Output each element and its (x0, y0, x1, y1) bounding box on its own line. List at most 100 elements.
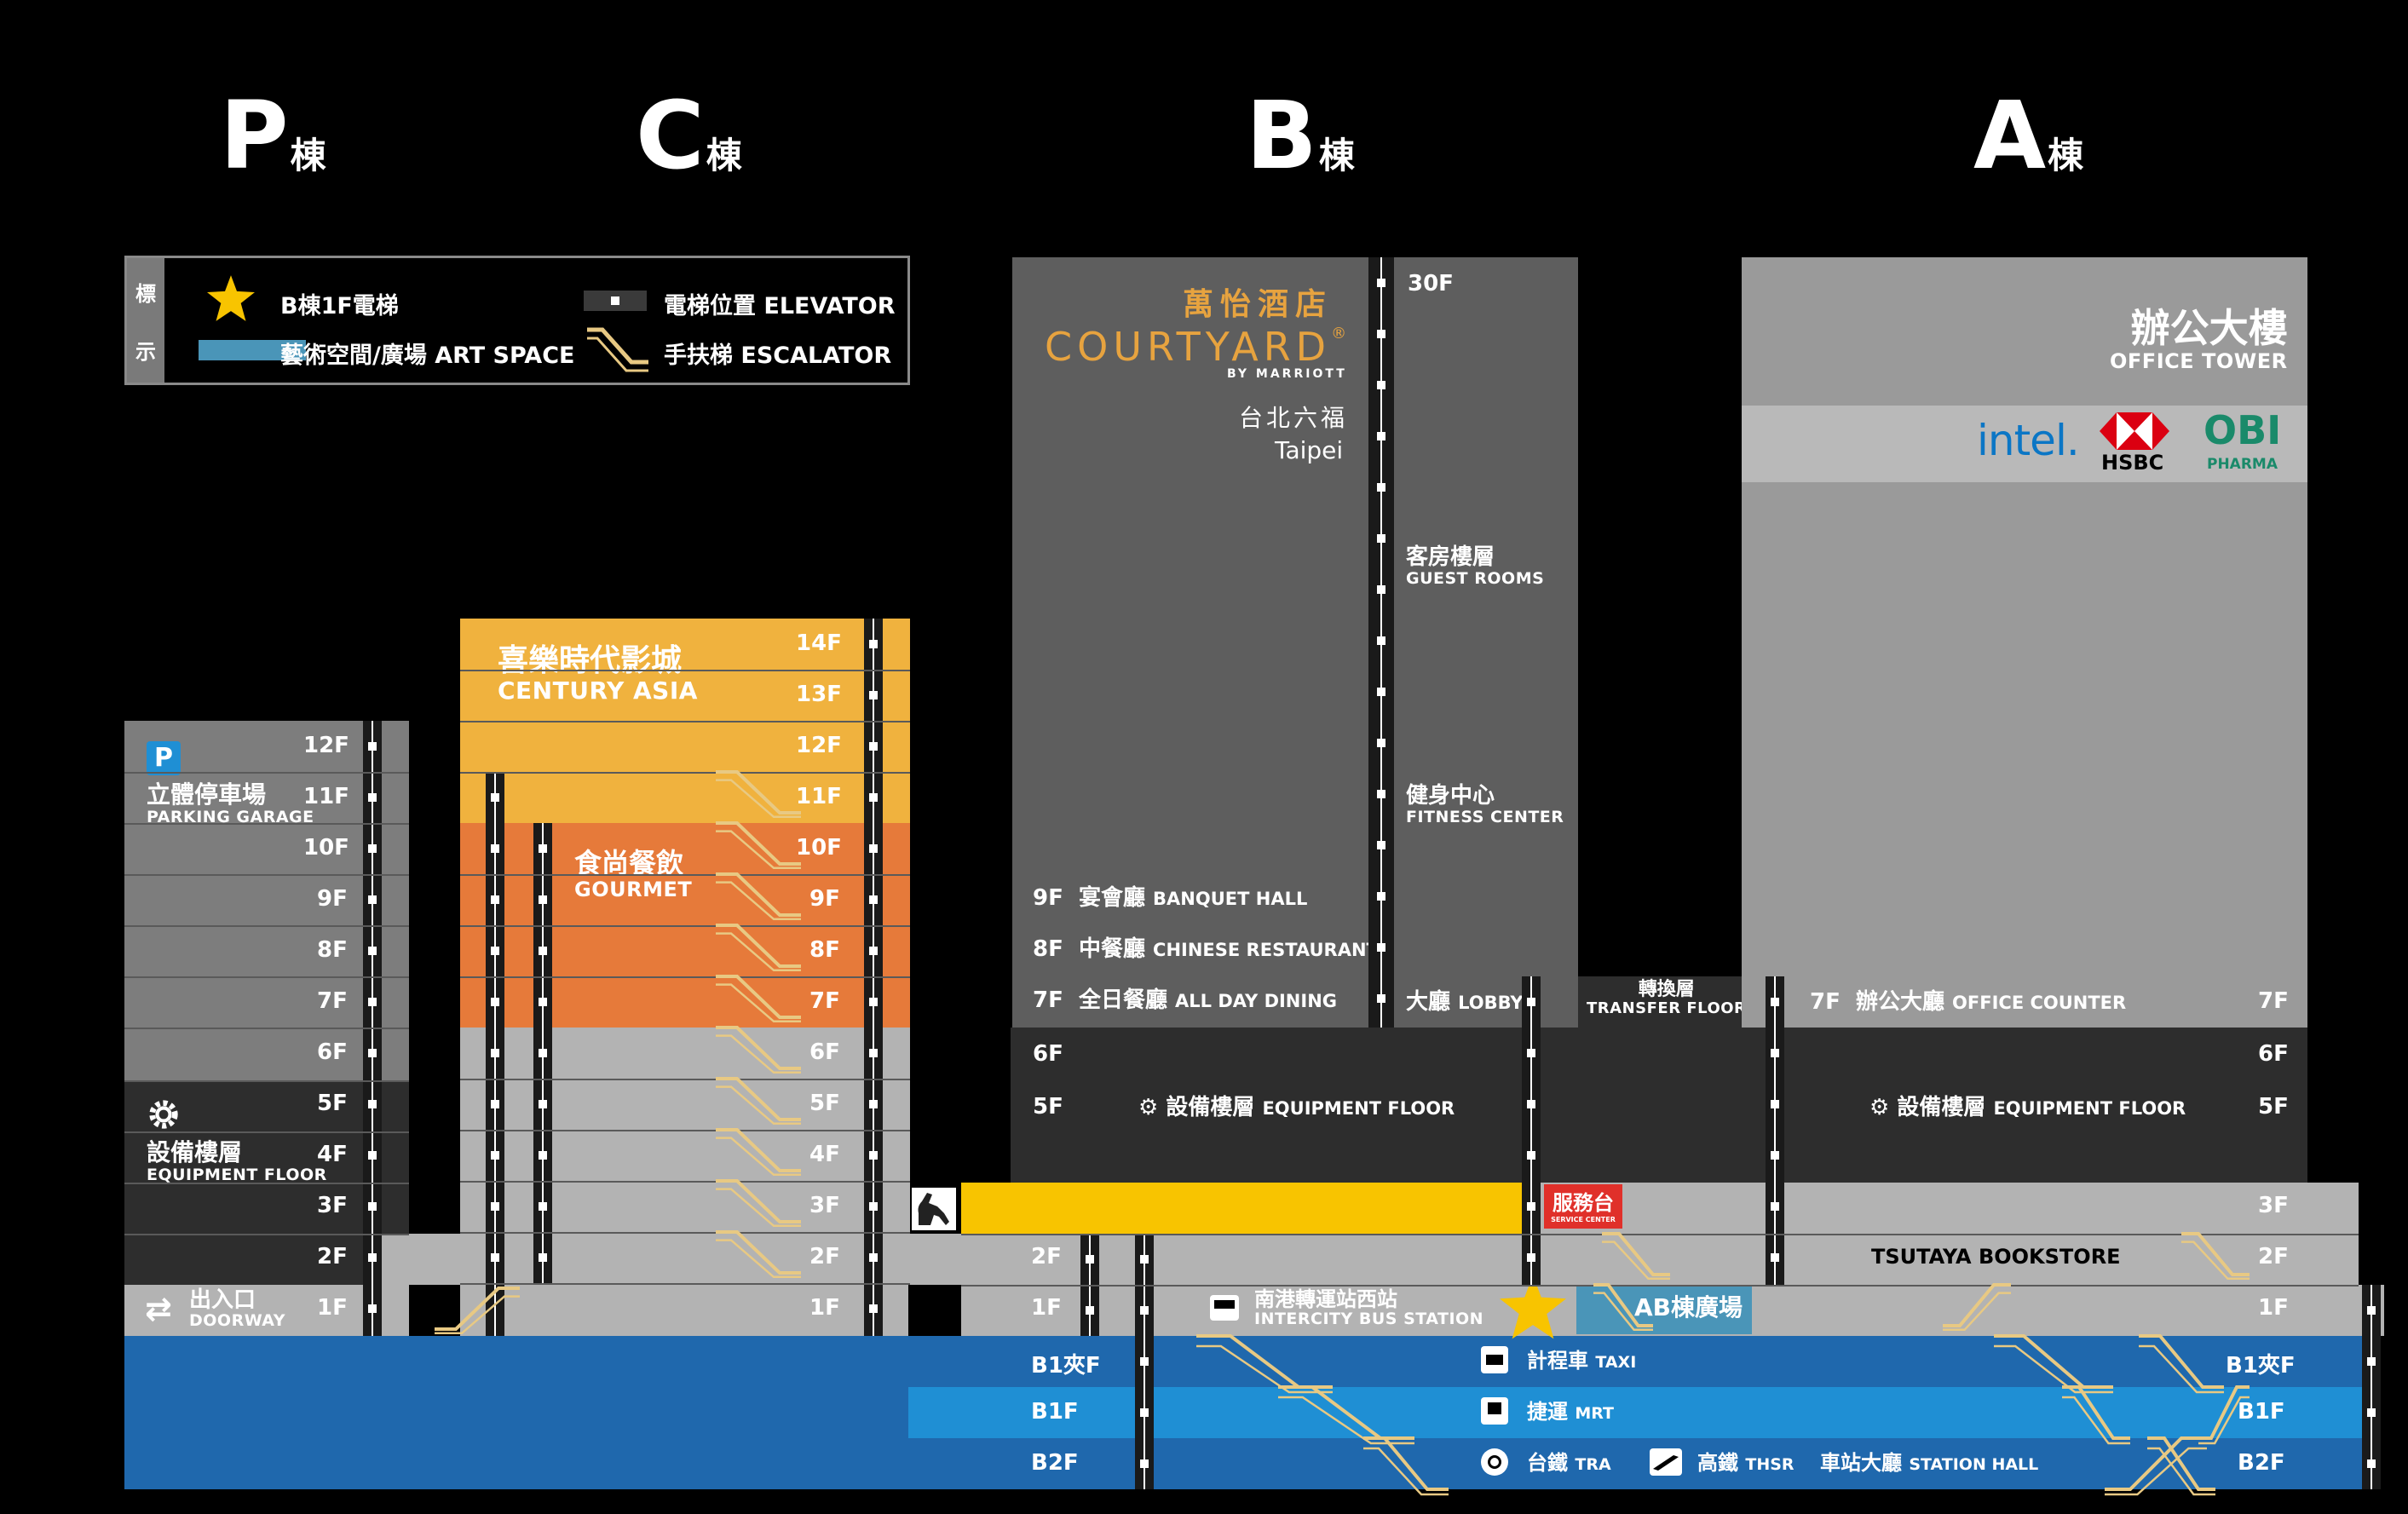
escalator-icon (1593, 1283, 1653, 1332)
building-title-a: A棟 (1973, 81, 2084, 190)
elevator-stop-dot (539, 1202, 547, 1211)
b-west-elevator-shaft-2 (1135, 1234, 1154, 1489)
b-3f-yellow (961, 1183, 1524, 1234)
courtyard-cn: 萬怡酒店 (1183, 287, 1334, 322)
elevator-stop-dot (368, 1202, 377, 1211)
floor-separator (124, 925, 409, 927)
c-elevator-shaft-left (486, 772, 504, 1336)
bus-icon (1210, 1295, 1239, 1321)
floor-separator (460, 1232, 910, 1234)
elevator-stop-dot (539, 895, 547, 904)
gourmet-label: 食尚餐飲 GOURMET (574, 847, 693, 902)
p-floor-1f: 1F (317, 1295, 348, 1321)
elevator-stop-dot (1377, 330, 1385, 338)
basement-b2-left: B2F (1031, 1450, 1079, 1476)
mrt-label[interactable]: 捷運 MRT (1527, 1400, 1615, 1424)
elevator-stop-dot (539, 947, 547, 955)
service-center-badge[interactable]: 服務台 SERVICE CENTER (1544, 1184, 1622, 1229)
floor-separator (124, 1183, 409, 1184)
c-floor-10f: 10F (796, 835, 842, 861)
taxi-icon (1481, 1346, 1508, 1373)
a-floor-7f-right: 7F (2258, 988, 2289, 1014)
p-floor-3f: 3F (317, 1193, 348, 1218)
ground-floor-strip-c1 (460, 1285, 908, 1336)
elevator-stop-dot (368, 1151, 377, 1160)
elevator-stop-dot (491, 998, 499, 1006)
escalator-icon (2105, 1436, 2207, 1496)
elevator-stop-dot (539, 998, 547, 1006)
floor-separator (124, 976, 409, 978)
elevator-stop-dot (869, 947, 878, 955)
elevator-stop-dot (2367, 1459, 2376, 1468)
c-floor-13f: 13F (796, 682, 842, 707)
elevator-stop-dot (368, 1049, 377, 1057)
elevator-stop-dot (1377, 943, 1385, 952)
a-equip-label: ⚙ 設備樓層 EQUIPMENT FLOOR (1869, 1095, 2186, 1120)
legend: 標 示 B棟1F電梯 藝術空間/廣場 ART SPACE 電梯位置 ELEVAT… (124, 256, 910, 385)
basement-b1-right: B1F (2238, 1399, 2285, 1425)
a-floor-5f: 5F (2258, 1094, 2289, 1120)
floor-separator (460, 670, 910, 671)
elevator-stop-dot (368, 1253, 377, 1262)
b-f9-row: 9F 宴會廳 BANQUET HALL (1033, 885, 1308, 911)
elevator-stop-dot (539, 1253, 547, 1262)
floor-separator (460, 976, 910, 978)
elevator-stop-dot (368, 895, 377, 904)
station-hall-label[interactable]: 車站大廳 STATION HALL (1820, 1451, 2039, 1475)
p-doorway-block (124, 1285, 409, 1336)
elevator-stop-dot (1377, 534, 1385, 543)
floor-separator (124, 772, 409, 774)
gear-icon: ⚙ (1138, 1095, 1159, 1120)
b-f8-row: 8F 中餐廳 CHINESE RESTAURANT (1033, 936, 1379, 962)
elevator-stop-dot (1140, 1408, 1149, 1417)
b-lobby-elevator-shaft (1522, 976, 1541, 1285)
elevator-stop-dot (539, 1100, 547, 1108)
c-floor-3f: 3F (809, 1193, 840, 1218)
b-floor-2f: 2F (1031, 1244, 1062, 1269)
elevator-stop-dot (869, 793, 878, 802)
escalator-icon (716, 1128, 801, 1177)
elevator-stop-dot (491, 1253, 499, 1262)
elevator-stop-dot (869, 1100, 878, 1108)
a-floor-1f: 1F (2258, 1295, 2289, 1321)
elevator-stop-dot (1527, 1253, 1535, 1262)
b-floor-1f: 1F (1031, 1295, 1062, 1321)
bc-black-gap (910, 1285, 959, 1336)
elevator-stop-dot (1377, 841, 1385, 849)
p-floor-6f: 6F (317, 1039, 348, 1065)
taxi-label[interactable]: 計程車 TAXI (1527, 1349, 1637, 1373)
elevator-stop-dot (491, 1151, 499, 1160)
elevator-stop-dot (368, 742, 377, 751)
p-floor-11f: 11F (303, 784, 349, 809)
office-sponsor-band (1742, 406, 2307, 482)
p-floor-5f: 5F (317, 1091, 348, 1116)
basement-b2-right: B2F (2238, 1450, 2285, 1476)
c-floor-9f: 9F (809, 886, 840, 912)
gear-icon: ⚙ (1869, 1095, 1890, 1120)
c-floor-7f: 7F (809, 988, 840, 1014)
elevator-swatch-icon (584, 291, 647, 311)
thsr-label[interactable]: 高鐵 THSR (1697, 1451, 1794, 1475)
ab-plaza[interactable]: AB棟廣場 (1576, 1285, 1752, 1334)
courtyard-by: BY MARRIOTT (1227, 367, 1347, 381)
p-floor-12f: 12F (303, 733, 349, 758)
escalator-icon (2062, 1385, 2130, 1445)
elevator-stop-dot (491, 947, 499, 955)
ground-floor-strip-bc (908, 1234, 961, 1285)
lobby-label: 大廳 LOBBY (1406, 989, 1524, 1015)
building-title-c: C棟 (636, 81, 742, 190)
elevator-stop-dot (539, 1049, 547, 1057)
obi-pharma: PHARMA (2207, 456, 2278, 473)
legend-art-label: 藝術空間/廣場 ART SPACE (280, 343, 575, 369)
elevator-stop-dot (869, 691, 878, 699)
hsbc-label: HSBC (2101, 451, 2164, 475)
c-floor-5f: 5F (809, 1091, 840, 1116)
elevator-stop-dot (1140, 1255, 1149, 1264)
tra-label[interactable]: 台鐵 TRA (1527, 1451, 1611, 1475)
escalator-icon (1602, 1232, 1670, 1281)
floor-separator (460, 1130, 910, 1131)
elevator-stop-dot (368, 844, 377, 853)
tsutaya-label[interactable]: TSUTAYA BOOKSTORE (1871, 1245, 2121, 1269)
elevator-stop-dot (368, 1304, 377, 1313)
